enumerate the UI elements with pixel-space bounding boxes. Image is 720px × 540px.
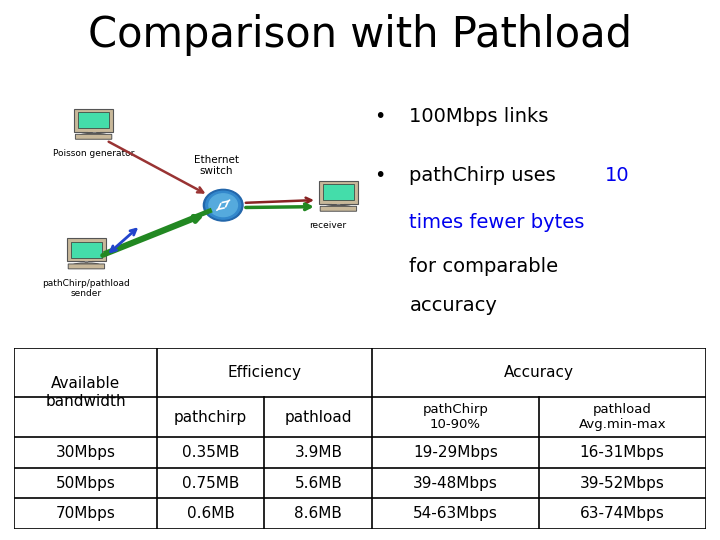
Text: 100Mbps links: 100Mbps links [410, 107, 549, 126]
Text: 63-74Mbps: 63-74Mbps [580, 507, 665, 521]
Text: 5.6MB: 5.6MB [294, 476, 342, 490]
Text: pathload
Avg.min-max: pathload Avg.min-max [578, 403, 666, 431]
Text: pathload: pathload [284, 409, 352, 424]
FancyBboxPatch shape [74, 109, 114, 132]
Text: •: • [374, 166, 385, 185]
FancyBboxPatch shape [320, 206, 356, 211]
Text: accuracy: accuracy [410, 296, 498, 315]
Text: 0.35MB: 0.35MB [182, 445, 239, 460]
Bar [78, 112, 109, 128]
Text: 54-63Mbps: 54-63Mbps [413, 507, 498, 521]
Text: 16-31Mbps: 16-31Mbps [580, 445, 665, 460]
Bar [323, 184, 354, 200]
Circle shape [204, 190, 243, 221]
Bar [81, 259, 92, 261]
FancyBboxPatch shape [319, 181, 359, 204]
Text: 10: 10 [606, 166, 630, 185]
FancyBboxPatch shape [67, 238, 107, 261]
Text: 8.6MB: 8.6MB [294, 507, 342, 521]
Text: 70Mbps: 70Mbps [55, 507, 115, 521]
Text: Efficiency: Efficiency [228, 365, 302, 380]
Bar [88, 129, 99, 132]
Text: Comparison with Pathload: Comparison with Pathload [88, 14, 632, 56]
FancyBboxPatch shape [76, 134, 112, 139]
Text: receiver: receiver [309, 221, 346, 230]
Text: times fewer bytes: times fewer bytes [410, 213, 585, 232]
Text: pathchirp: pathchirp [174, 409, 247, 424]
FancyBboxPatch shape [68, 264, 104, 269]
Text: Ethernet
switch: Ethernet switch [194, 155, 238, 177]
Text: 19-29Mbps: 19-29Mbps [413, 445, 498, 460]
Text: pathChirp/pathload
sender: pathChirp/pathload sender [42, 279, 130, 298]
Text: Accuracy: Accuracy [504, 365, 574, 380]
Text: •: • [374, 107, 385, 126]
Text: for comparable: for comparable [410, 257, 559, 276]
Ellipse shape [325, 205, 352, 210]
Text: Available
bandwidth: Available bandwidth [45, 376, 126, 409]
Text: 3.9MB: 3.9MB [294, 445, 342, 460]
Ellipse shape [80, 133, 107, 138]
Text: pathChirp uses: pathChirp uses [410, 166, 562, 185]
Circle shape [209, 194, 238, 217]
Text: Poisson generator: Poisson generator [53, 149, 135, 158]
Text: 50Mbps: 50Mbps [55, 476, 115, 490]
Circle shape [206, 191, 240, 219]
Bar [71, 241, 102, 258]
Text: 0.75MB: 0.75MB [182, 476, 239, 490]
Text: 30Mbps: 30Mbps [55, 445, 116, 460]
Text: 39-52Mbps: 39-52Mbps [580, 476, 665, 490]
Text: 0.6MB: 0.6MB [186, 507, 235, 521]
Text: 39-48Mbps: 39-48Mbps [413, 476, 498, 490]
Text: pathChirp
10-90%: pathChirp 10-90% [423, 403, 488, 431]
Ellipse shape [73, 263, 100, 267]
Bar [333, 201, 344, 204]
